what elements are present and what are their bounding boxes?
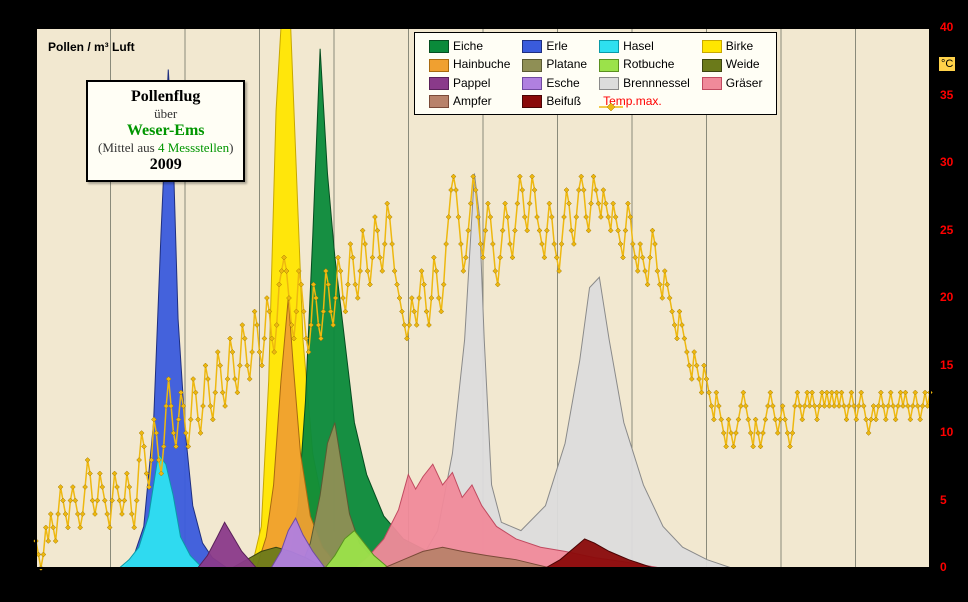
legend-item: Erle [516,37,593,55]
legend-item: Weide [696,55,769,73]
title-year: 2009 [98,156,233,174]
legend-item: Brennnessel [593,74,696,92]
title-line1: Pollenflug [98,88,233,106]
legend-item: Esche [516,74,593,92]
title-subline: (Mittel aus 4 Messstellen) [98,140,233,156]
legend-item: Birke [696,37,769,55]
y-axis-left-label: Pollen / m³ Luft [48,40,135,54]
legend-item: Gräser [696,74,769,92]
legend: EicheErleHaselBirke HainbuchePlataneRotbu… [414,32,777,115]
legend-item: Ampfer [423,92,516,110]
legend-item: Platane [516,55,593,73]
title-line2: über [98,106,233,122]
legend-item: Hainbuche [423,55,516,73]
legend-item: Rotbuche [593,55,696,73]
legend-item: Eiche [423,37,516,55]
legend-item: Beifuß [516,92,593,110]
celsius-badge: °C [938,56,956,72]
title-region: Weser-Ems [98,122,233,140]
legend-item: Hasel [593,37,696,55]
title-panel: Pollenflug über Weser-Ems (Mittel aus 4 … [86,80,245,182]
legend-item-temp: Temp.max. [593,92,696,110]
legend-item: Pappel [423,74,516,92]
